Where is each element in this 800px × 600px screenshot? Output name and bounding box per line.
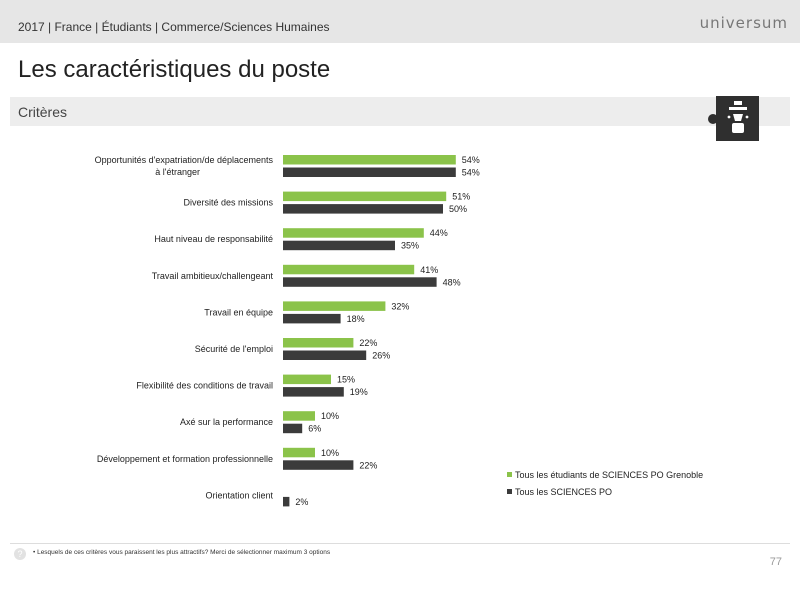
legend-label: Tous les SCIENCES PO xyxy=(515,487,612,497)
category-label: Haut niveau de responsabilité xyxy=(154,234,273,244)
data-label: 54% xyxy=(462,155,480,165)
breadcrumb: 2017 | France | Étudiants | Commerce/Sci… xyxy=(18,20,330,34)
bar xyxy=(283,240,395,251)
data-label: 26% xyxy=(372,351,390,361)
page-title: Les caractéristiques du poste xyxy=(18,56,331,83)
bar xyxy=(283,374,331,385)
bar xyxy=(283,350,367,360)
bar xyxy=(283,301,386,311)
bar xyxy=(283,264,415,275)
bar xyxy=(283,313,341,324)
data-label: 22% xyxy=(359,338,377,348)
legend-swatch xyxy=(507,489,512,494)
bar-chart: Opportunités d'expatriation/de déplaceme… xyxy=(95,155,703,507)
data-label: 35% xyxy=(401,241,419,251)
data-label: 10% xyxy=(321,448,339,458)
data-label: 41% xyxy=(420,265,438,275)
data-label: 51% xyxy=(452,192,470,202)
data-label: 15% xyxy=(337,375,355,385)
section-label: Critères xyxy=(18,104,68,120)
category-label: Opportunités d'expatriation/de déplaceme… xyxy=(95,155,274,165)
bar xyxy=(283,423,303,434)
page-number: 77 xyxy=(769,556,782,568)
bar xyxy=(283,191,447,202)
data-label: 22% xyxy=(359,460,377,470)
footer-divider xyxy=(10,543,790,544)
question-icon: ? xyxy=(14,548,26,560)
category-label: Flexibilité des conditions de travail xyxy=(136,381,273,391)
category-label: Sécurité de l'emploi xyxy=(195,344,273,354)
category-label: Diversité des missions xyxy=(183,198,273,208)
data-label: 18% xyxy=(347,314,365,324)
data-label: 54% xyxy=(462,168,480,178)
bar xyxy=(283,338,354,348)
bar xyxy=(283,204,443,214)
category-label: Travail en équipe xyxy=(204,307,273,317)
category-label: Travail ambitieux/challengeant xyxy=(152,271,274,281)
brand-logo: universum xyxy=(699,14,788,32)
section-bar: Critères xyxy=(10,97,790,126)
bar xyxy=(283,447,315,458)
category-label: Axé sur la performance xyxy=(180,417,273,427)
header-bar: 2017 | France | Étudiants | Commerce/Sci… xyxy=(0,0,800,43)
bar xyxy=(283,411,315,421)
bar xyxy=(283,167,456,177)
bar xyxy=(283,496,290,507)
section-icon-box xyxy=(708,96,759,141)
data-label: 32% xyxy=(391,301,409,311)
category-label: Orientation client xyxy=(205,490,273,500)
puzzle-tab-icon xyxy=(708,114,718,124)
data-label: 2% xyxy=(295,497,308,507)
category-label: Développement et formation professionnel… xyxy=(97,454,273,464)
bar xyxy=(283,155,456,165)
category-label: à l'étranger xyxy=(155,167,200,177)
legend-label: Tous les étudiants de SCIENCES PO Grenob… xyxy=(515,470,703,480)
legend-swatch xyxy=(507,472,512,477)
puzzle-person-icon xyxy=(727,101,749,133)
data-label: 19% xyxy=(350,387,368,397)
data-label: 48% xyxy=(443,277,461,287)
footer-note: • Lesquels de ces critères vous paraisse… xyxy=(33,549,331,556)
bar xyxy=(283,228,424,238)
bar xyxy=(283,387,344,397)
data-label: 50% xyxy=(449,204,467,214)
bar xyxy=(283,460,354,470)
bar xyxy=(283,277,437,287)
data-label: 44% xyxy=(430,228,448,238)
data-label: 10% xyxy=(321,411,339,421)
data-label: 6% xyxy=(308,424,321,434)
